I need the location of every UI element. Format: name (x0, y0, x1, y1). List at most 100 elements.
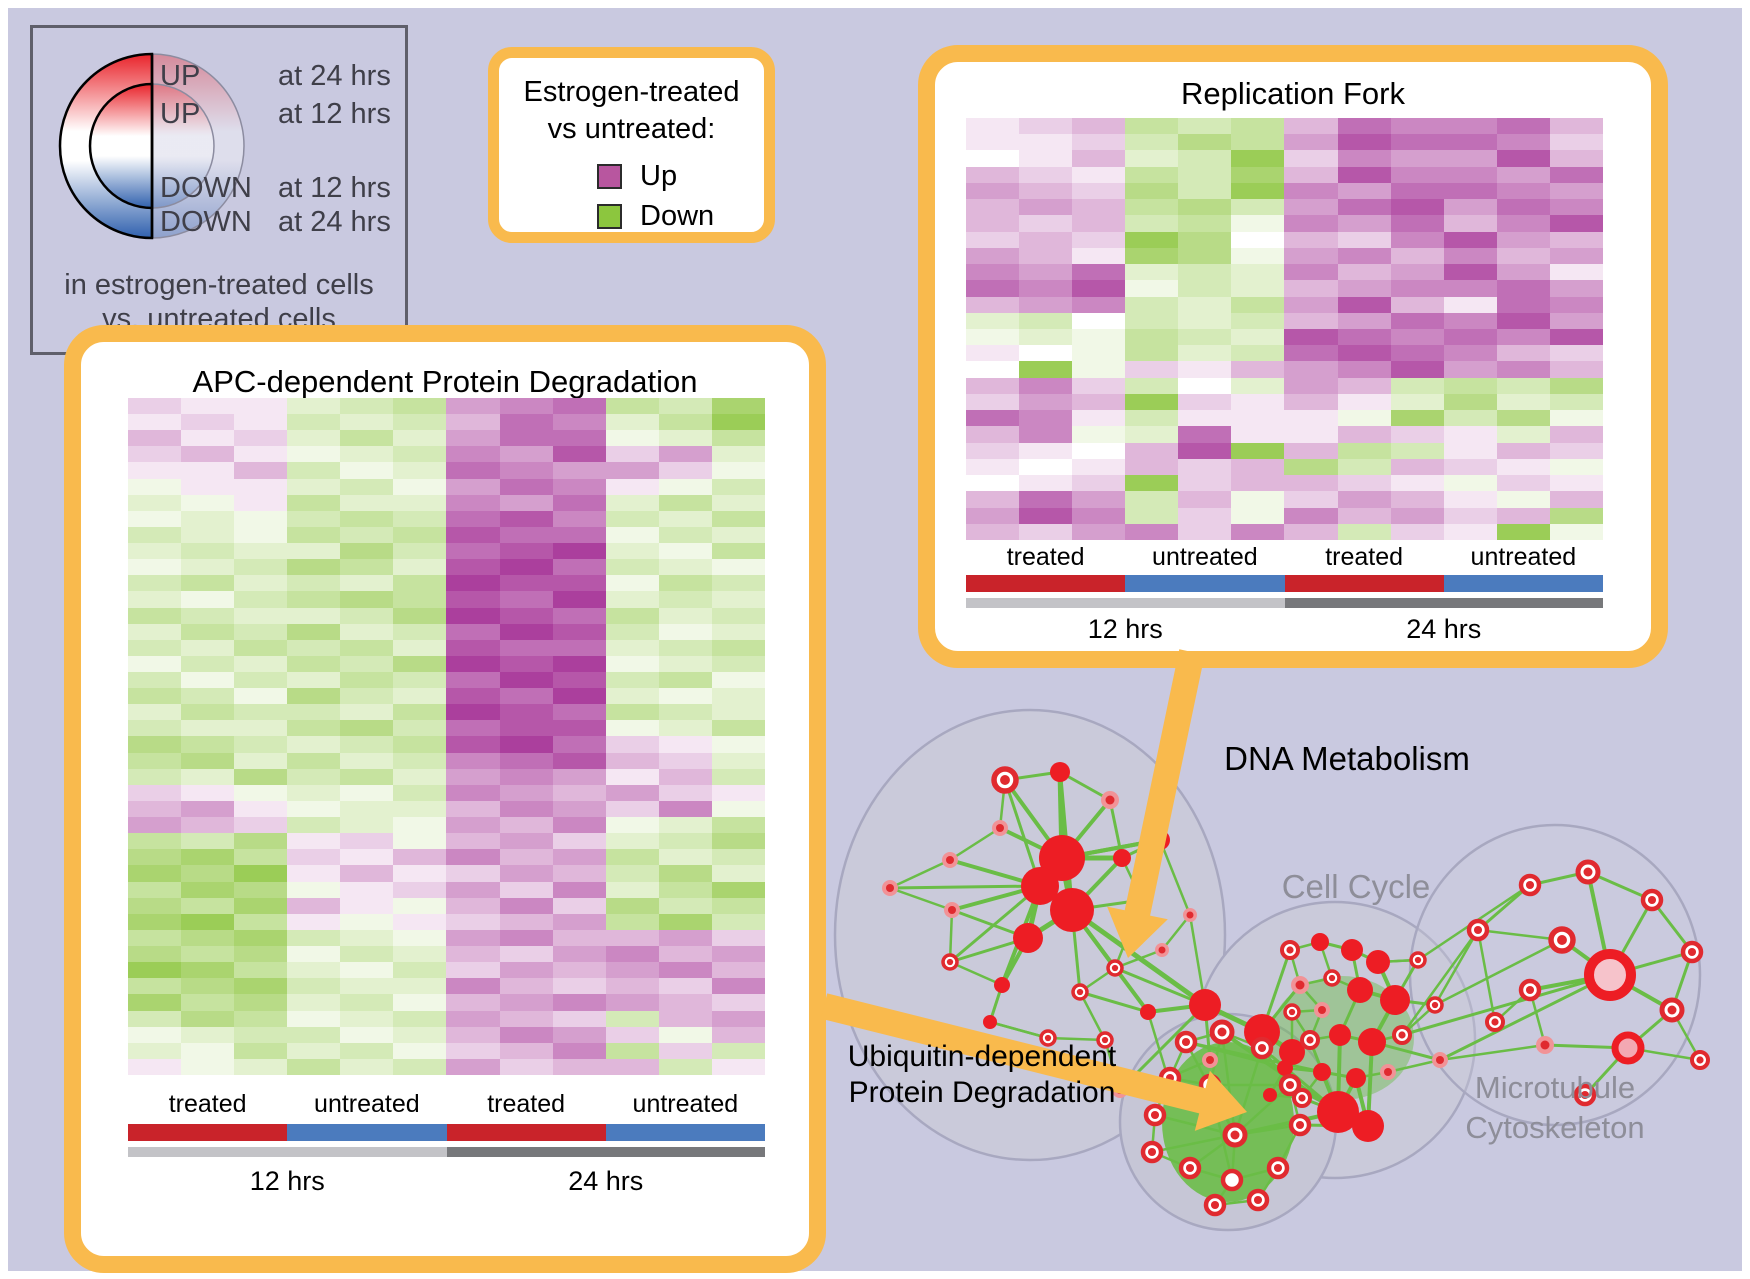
heatmap-cell (711, 1026, 765, 1043)
heatmap-cell (1443, 231, 1497, 248)
heatmap-cell (711, 526, 765, 544)
heatmap-cell (446, 494, 500, 511)
heatmap-cell (446, 978, 500, 995)
heatmap-cell (1125, 182, 1179, 200)
heatmap-cell (287, 720, 341, 737)
heatmap-cell (1231, 247, 1285, 265)
heatmap-cell (181, 946, 235, 963)
network-edge (1400, 929, 1480, 1036)
heatmap-cell (1019, 377, 1073, 394)
heatmap-cell (287, 994, 341, 1011)
heatmap-cell (287, 946, 341, 963)
heatmap-cell (340, 414, 394, 431)
heatmap-cell (552, 688, 606, 705)
heatmap-cell (1072, 182, 1126, 200)
heatmap-cell (128, 510, 182, 527)
heatmap-cell (1496, 150, 1550, 167)
heatmap-cell (1284, 134, 1338, 151)
heatmap-cell (1496, 182, 1550, 200)
heatmap-cell (605, 849, 659, 866)
heatmap-cell (552, 994, 606, 1011)
heatmap-cell (499, 607, 553, 624)
heatmap-cell (1496, 410, 1550, 427)
heatmap-cell (446, 865, 500, 882)
heatmap-cell (393, 446, 447, 463)
heatmap-cell (287, 978, 341, 995)
heatmap-cell (658, 1042, 712, 1059)
heatmap-cell (1337, 312, 1391, 329)
heatmap-cell (1284, 247, 1338, 265)
heatmap-cell (1337, 296, 1391, 313)
heatmap-cell (658, 784, 712, 801)
gene-node-core (946, 958, 954, 966)
gene-node-red (1050, 888, 1094, 932)
gene-node-core (1295, 980, 1305, 990)
heatmap-cell (658, 752, 712, 769)
heatmap-cell (287, 752, 341, 769)
heatmap-cell (234, 800, 288, 818)
heatmap-cell (181, 833, 235, 850)
heatmap-cell (966, 361, 1020, 378)
heatmap-cell (128, 639, 182, 656)
heatmap-cell (966, 442, 1020, 459)
heatmap-cell (552, 929, 606, 947)
heatmap-cell (1549, 345, 1603, 362)
heatmap-cell (287, 414, 341, 431)
heatmap-cell (1443, 491, 1497, 508)
heatmap-cell (1178, 166, 1232, 183)
network-edge (1439, 973, 1611, 1062)
heatmap-cell (711, 768, 765, 785)
cluster-label-ubiquitin-degradation: Ubiquitin-dependent (848, 1040, 1117, 1073)
heatmap-cell (552, 1058, 606, 1075)
heatmap-cell (234, 1058, 288, 1075)
heatmap-cell (234, 494, 288, 511)
heatmap-cell (658, 639, 712, 656)
heatmap-cell (128, 881, 182, 898)
heatmap-cell (1019, 118, 1073, 135)
key-up-24-dir: UP (160, 60, 200, 92)
heatmap-cell (605, 784, 659, 801)
heatmap-cell (340, 559, 394, 576)
key-down-12-time: at 12 hrs (278, 172, 391, 204)
gene-node-core (1044, 1034, 1052, 1042)
heatmap-cell (552, 865, 606, 882)
heatmap-cell (1178, 361, 1232, 378)
heatmap-cell (446, 591, 500, 608)
network-edge (949, 826, 1001, 862)
network-edge (1047, 1036, 1106, 1042)
gene-node-red (1347, 977, 1373, 1003)
heatmap-cell (499, 978, 553, 995)
heatmap-cell (605, 494, 659, 511)
heatmap-cell (393, 414, 447, 431)
heatmap-cell (1019, 215, 1073, 232)
heatmap-cell (605, 800, 659, 818)
heatmap-cell (1337, 199, 1391, 216)
heatmap-cell (181, 430, 235, 447)
heatmap-cell (181, 817, 235, 834)
heatmap-cell (552, 1042, 606, 1059)
heatmap-cell (1125, 329, 1179, 346)
heatmap-cell (393, 1058, 447, 1075)
heatmap-cell (287, 784, 341, 801)
heatmap-cell (1390, 426, 1444, 443)
heatmap-cell (658, 704, 712, 721)
heatmap-cell (1072, 491, 1126, 508)
heatmap-cell (552, 978, 606, 995)
heatmap-cell (1390, 215, 1444, 232)
heatmap-cell (658, 768, 712, 785)
heatmap-cell (1019, 442, 1073, 459)
network-edge (1151, 1133, 1236, 1154)
network-edge (949, 884, 1041, 964)
heatmap-cell (711, 784, 765, 801)
heatmap-cell (1072, 426, 1126, 443)
panel-to-cluster-arrow (1107, 649, 1205, 958)
condition-label: treated (1006, 543, 1085, 571)
heatmap-cell (181, 591, 235, 608)
heatmap-cell (287, 768, 341, 785)
heatmap-cell (1390, 118, 1444, 135)
heatmap-cell (181, 865, 235, 882)
heatmap-cell (658, 962, 712, 979)
heatmap-cell (234, 978, 288, 995)
heatmap-cell (499, 655, 553, 673)
